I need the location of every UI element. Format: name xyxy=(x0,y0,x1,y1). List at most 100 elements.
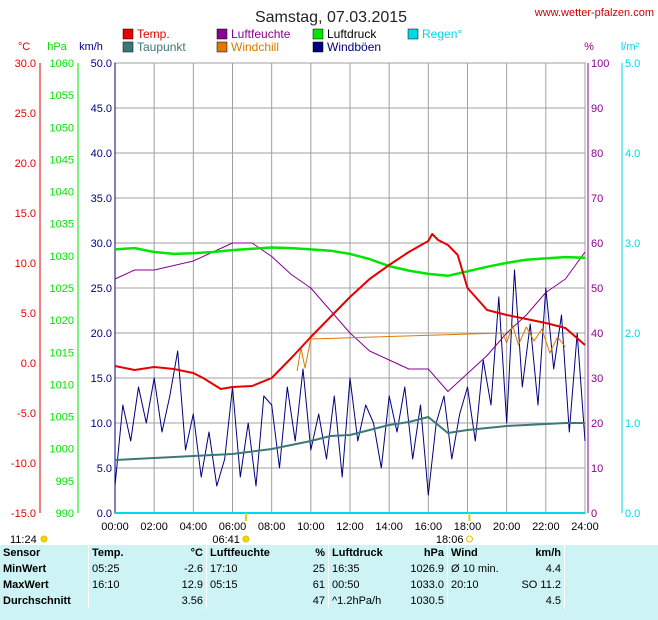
stats-row-label: Durchschnitt xyxy=(3,595,71,607)
y-tick-label-humidity: 60 xyxy=(591,238,603,250)
y-tick-label-humidity: 10 xyxy=(591,463,603,475)
y-tick-label-pressure: 1010 xyxy=(50,379,74,391)
stats-wind-value: SO 11.2 xyxy=(521,579,561,591)
y-tick-label-rain: 3.0 xyxy=(625,238,640,250)
axis-unit-wind: km/h xyxy=(79,41,103,53)
y-tick-label-pressure: 1015 xyxy=(50,347,74,359)
x-tick-label: 24:00 xyxy=(571,521,599,533)
legend-swatch xyxy=(216,41,228,53)
y-tick-label-rain: 0.0 xyxy=(625,508,640,520)
y-tick-label-wind: 25.0 xyxy=(91,283,112,295)
y-tick-label-pressure: 990 xyxy=(56,508,74,520)
stats-row-min: MinWert 05:25 -2.6 17:10 25 16:35 1026.9… xyxy=(0,561,571,577)
legend-label: Luftfeuchte xyxy=(231,27,291,41)
stats-press-time: 16:35 xyxy=(328,561,401,577)
y-tick-label-temp: -15.0 xyxy=(11,508,36,520)
stats-wind-time xyxy=(447,593,510,609)
stats-temp-value: 12.9 xyxy=(181,579,203,591)
stats-row-max: MaxWert 16:10 12.9 05:15 61 00:50 1033.0… xyxy=(0,577,571,593)
stats-temp-unit: °C xyxy=(190,547,203,559)
stats-table: Sensor Temp. °C Luftfeuchte % Luftdruck … xyxy=(0,545,571,609)
site-link[interactable]: www.wetter-pfalzen.com xyxy=(534,7,654,19)
x-tick-label: 22:00 xyxy=(532,521,560,533)
x-tick-label: 20:00 xyxy=(493,521,521,533)
stats-hum-time: 17:10 xyxy=(206,561,277,577)
y-tick-label-temp: 5.0 xyxy=(21,308,36,320)
y-tick-label-pressure: 1000 xyxy=(50,444,74,456)
series-line-windchill xyxy=(296,324,566,372)
axis-unit-temp: °C xyxy=(18,41,30,53)
y-tick-label-humidity: 70 xyxy=(591,193,603,205)
y-tick-label-humidity: 50 xyxy=(591,283,603,295)
sun-markers: 06:41 18:06 11:24 xyxy=(10,513,473,545)
legend-swatch xyxy=(407,28,419,40)
sun-icon xyxy=(40,535,48,543)
y-tick-label-temp: -5.0 xyxy=(17,408,36,420)
legend-label: Luftdruck xyxy=(327,27,377,41)
stats-temp-value: -2.6 xyxy=(184,563,203,575)
x-tick-label: 02:00 xyxy=(140,521,168,533)
stats-press-value: 1033.0 xyxy=(410,579,444,591)
stats-press-value: 1026.9 xyxy=(410,563,444,575)
stats-row-avg: Durchschnitt 3.56 47 ^1.2hPa/h 1030.5 4.… xyxy=(0,593,571,609)
y-tick-label-temp: 20.0 xyxy=(15,158,36,170)
y-tick-label-humidity: 100 xyxy=(591,58,609,70)
legend-swatch xyxy=(312,28,324,40)
legend-label: Temp. xyxy=(137,27,170,41)
axis-unit-pressure: hPa xyxy=(47,41,67,53)
series-line-temp xyxy=(114,233,586,390)
y-tick-label-pressure: 1045 xyxy=(50,154,74,166)
y-tick-label-pressure: 1060 xyxy=(50,58,74,70)
y-tick-label-pressure: 1055 xyxy=(50,90,74,102)
y-tick-label-humidity: 20 xyxy=(591,418,603,430)
axes: 00:00 02:00 04:00 06:00 08:00 10:00 12:00 14:00… xyxy=(11,41,640,533)
stats-hum-time: 05:15 xyxy=(206,577,277,593)
x-tick-label: 00:00 xyxy=(101,521,129,533)
y-tick-label-pressure: 1040 xyxy=(50,187,74,199)
x-tick-label: 04:00 xyxy=(180,521,208,533)
y-tick-label-wind: 15.0 xyxy=(91,373,112,385)
sunrise-icon xyxy=(242,535,250,543)
y-tick-label-rain: 2.0 xyxy=(625,328,640,340)
weather-chart: Samstag, 07.03.2015 www.wetter-pfalzen.c… xyxy=(10,7,654,545)
legend-swatch xyxy=(122,28,134,40)
y-tick-label-wind: 30.0 xyxy=(91,238,112,250)
y-tick-label-wind: 20.0 xyxy=(91,328,112,340)
y-tick-label-humidity: 40 xyxy=(591,328,603,340)
y-tick-label-temp: 25.0 xyxy=(15,108,36,120)
x-tick-label: 16:00 xyxy=(415,521,443,533)
stats-panel: Sensor Temp. °C Luftfeuchte % Luftdruck … xyxy=(0,545,658,620)
y-tick-label-temp: 0.0 xyxy=(21,358,36,370)
stats-temp-time: 05:25 xyxy=(88,561,155,577)
stats-press-time: 00:50 xyxy=(328,577,401,593)
stats-temp-header: Temp. xyxy=(88,545,155,561)
x-tick-label: 12:00 xyxy=(336,521,364,533)
stats-temp-time xyxy=(88,593,155,609)
y-tick-label-pressure: 1030 xyxy=(50,251,74,263)
y-tick-label-pressure: 1025 xyxy=(50,283,74,295)
y-tick-label-rain: 1.0 xyxy=(625,418,640,430)
x-tick-label: 14:00 xyxy=(375,521,403,533)
stats-wind-value: 4.5 xyxy=(545,595,561,607)
legend-label: Windböen xyxy=(327,40,381,54)
y-tick-label-humidity: 0 xyxy=(591,508,597,520)
y-tick-label-wind: 0.0 xyxy=(97,508,112,520)
stats-wind-value: 4.4 xyxy=(545,563,561,575)
stats-sensor-header: Sensor xyxy=(3,547,41,559)
left-time-label: 11:24 xyxy=(10,534,37,545)
axis-unit-humidity: % xyxy=(584,41,594,53)
stats-hum-header: Luftfeuchte xyxy=(206,545,277,561)
y-tick-label-wind: 40.0 xyxy=(91,148,112,160)
axis-unit-rain: l/m² xyxy=(621,41,640,53)
stats-press-unit: hPa xyxy=(423,547,444,559)
stats-press-value: 1030.5 xyxy=(410,595,444,607)
stats-temp-value: 3.56 xyxy=(181,595,203,607)
legend-swatch xyxy=(216,28,228,40)
y-tick-label-temp: 15.0 xyxy=(15,208,36,220)
y-tick-label-humidity: 80 xyxy=(591,148,603,160)
stats-hum-value: 61 xyxy=(312,579,325,591)
y-tick-label-temp: -10.0 xyxy=(11,458,36,470)
legend-label: Regen° xyxy=(422,27,462,41)
y-tick-label-wind: 5.0 xyxy=(97,463,112,475)
y-tick-label-temp: 10.0 xyxy=(15,258,36,270)
